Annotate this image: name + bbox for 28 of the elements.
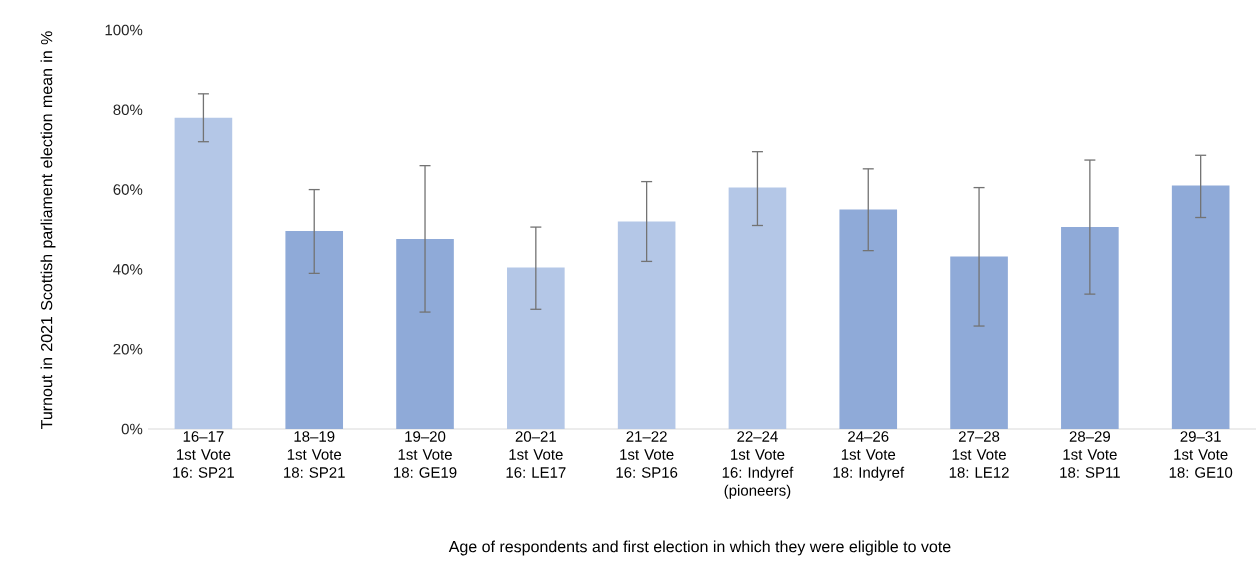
x-tick-label: 27–28 1st Vote 18: LE12 bbox=[949, 431, 1009, 478]
bar bbox=[174, 117, 233, 429]
x-tick-label: 24–26 1st Vote 18: Indyref bbox=[833, 431, 905, 481]
bar bbox=[728, 187, 787, 429]
x-tick-label: 29–31 1st Vote 18: GE10 bbox=[1169, 431, 1233, 478]
bar bbox=[285, 231, 344, 429]
y-tick-label: 40% bbox=[113, 264, 143, 275]
x-tick-label: 20–21 1st Vote 16: LE17 bbox=[506, 431, 566, 478]
bar bbox=[1171, 185, 1230, 429]
x-tick-label: 28–29 1st Vote 18: SP11 bbox=[1060, 431, 1120, 478]
y-tick-label: 100% bbox=[105, 24, 143, 36]
x-axis-title: Age of respondents and first election in which they were eligible to vote bbox=[448, 540, 951, 556]
x-tick-label: 22–24 1st Vote 16: Indyref (pioneers) bbox=[722, 431, 794, 499]
bar bbox=[617, 221, 676, 429]
y-tick-label: 20% bbox=[113, 343, 143, 355]
bar bbox=[507, 267, 565, 429]
bar bbox=[950, 256, 1008, 429]
x-tick-label: 18–19 1st Vote 18: SP21 bbox=[284, 431, 345, 478]
bar bbox=[1061, 227, 1119, 429]
x-tick-label: 19–20 1st Vote 18: GE19 bbox=[394, 431, 457, 478]
y-axis-title: Turnout in 2021 Scottish parliament election mean in % bbox=[40, 31, 56, 429]
bar bbox=[839, 209, 898, 429]
x-tick-label: 21–22 1st Vote 16: SP16 bbox=[616, 431, 678, 478]
y-tick-label: 60% bbox=[113, 184, 143, 195]
y-tick-label: 0% bbox=[121, 423, 143, 435]
x-tick-label: 16–17 1st Vote 16: SP21 bbox=[173, 431, 234, 478]
bar bbox=[396, 239, 454, 429]
y-tick-label: 80% bbox=[113, 104, 143, 116]
